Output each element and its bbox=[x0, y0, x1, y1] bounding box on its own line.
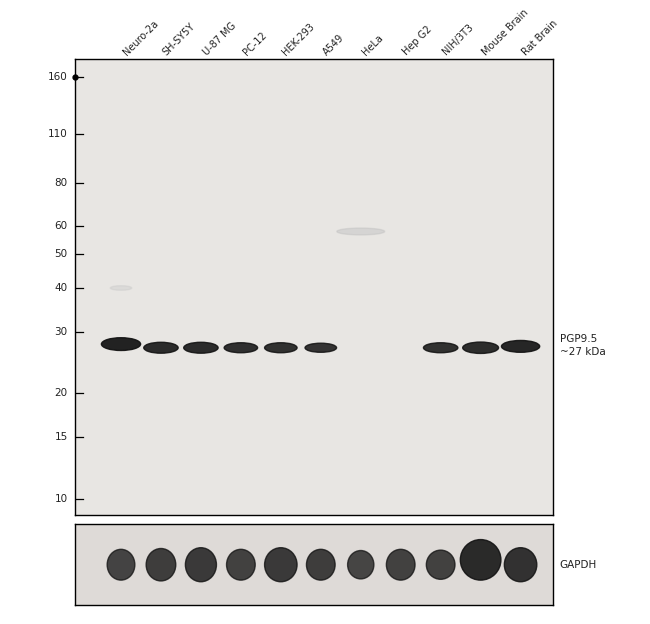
Ellipse shape bbox=[224, 343, 257, 353]
Text: Rat Brain: Rat Brain bbox=[521, 18, 560, 57]
Text: 80: 80 bbox=[55, 178, 68, 188]
Ellipse shape bbox=[423, 343, 458, 353]
Ellipse shape bbox=[501, 341, 540, 353]
Ellipse shape bbox=[348, 550, 374, 579]
Ellipse shape bbox=[306, 549, 335, 580]
Ellipse shape bbox=[146, 548, 176, 581]
Ellipse shape bbox=[265, 548, 297, 582]
Ellipse shape bbox=[111, 286, 132, 290]
Ellipse shape bbox=[337, 228, 385, 235]
Text: 40: 40 bbox=[55, 283, 68, 293]
Text: 20: 20 bbox=[55, 388, 68, 398]
Text: 30: 30 bbox=[55, 327, 68, 337]
Ellipse shape bbox=[185, 548, 216, 582]
Ellipse shape bbox=[144, 343, 178, 353]
Ellipse shape bbox=[227, 549, 255, 580]
Text: 60: 60 bbox=[55, 222, 68, 232]
Text: U-87 MG: U-87 MG bbox=[201, 20, 238, 57]
Ellipse shape bbox=[386, 549, 415, 580]
Text: 160: 160 bbox=[48, 72, 68, 82]
Text: Hep G2: Hep G2 bbox=[400, 24, 434, 57]
Ellipse shape bbox=[107, 549, 135, 580]
Text: 110: 110 bbox=[48, 129, 68, 139]
Text: 15: 15 bbox=[55, 432, 68, 442]
Ellipse shape bbox=[305, 343, 337, 353]
Text: PGP9.5
~27 kDa: PGP9.5 ~27 kDa bbox=[560, 334, 605, 357]
Text: HeLa: HeLa bbox=[361, 32, 385, 57]
Ellipse shape bbox=[101, 338, 140, 351]
Text: NIH/3T3: NIH/3T3 bbox=[441, 22, 475, 57]
Text: A549: A549 bbox=[321, 32, 346, 57]
Text: HEK-293: HEK-293 bbox=[281, 21, 317, 57]
Text: PC-12: PC-12 bbox=[241, 30, 268, 57]
Ellipse shape bbox=[426, 550, 455, 579]
Ellipse shape bbox=[184, 343, 218, 353]
Text: Neuro-2a: Neuro-2a bbox=[121, 18, 160, 57]
Ellipse shape bbox=[463, 342, 499, 353]
Text: GAPDH: GAPDH bbox=[560, 560, 597, 570]
Ellipse shape bbox=[460, 540, 501, 580]
Ellipse shape bbox=[265, 343, 297, 353]
Text: 10: 10 bbox=[55, 494, 68, 504]
Text: Mouse Brain: Mouse Brain bbox=[480, 7, 530, 57]
Text: 50: 50 bbox=[55, 249, 68, 259]
Text: SH-SY5Y: SH-SY5Y bbox=[161, 21, 197, 57]
Ellipse shape bbox=[504, 548, 537, 582]
